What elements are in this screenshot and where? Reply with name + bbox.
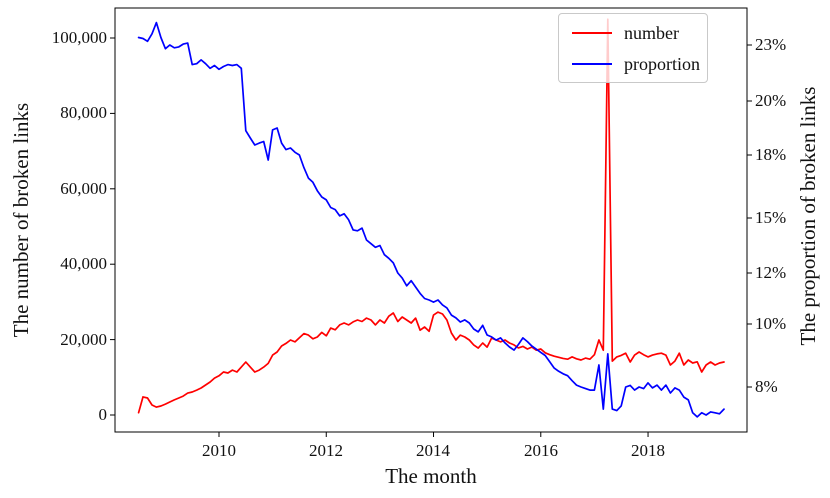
legend: number proportion (558, 13, 708, 83)
y-left-tick-label: 100,000 (51, 28, 107, 47)
y-right-tick-label: 12% (755, 263, 787, 282)
proportion-line (137, 21, 725, 418)
plot-border (114, 7, 748, 433)
y-left-tick-label: 20,000 (60, 330, 107, 349)
x-tick-label: 2018 (631, 441, 665, 460)
y-right-tick-label: 20% (755, 91, 787, 110)
y-left-tick-label: 80,000 (60, 103, 107, 122)
y-right-tick-label: 23% (755, 35, 787, 54)
x-tick-label: 2014 (416, 441, 450, 460)
y-right-tick-label: 18% (755, 145, 787, 164)
legend-label: number (624, 23, 679, 43)
y-right-tick-label: 15% (755, 208, 787, 227)
number-line (137, 18, 725, 414)
y-right-tick-label: 8% (755, 377, 778, 396)
legend-entry-number: number (559, 22, 707, 44)
y-right-axis-title: The proportion of broken links (796, 86, 820, 346)
y-left-axis-title: The number of broken links (9, 102, 33, 338)
legend-line-sample-blue (572, 63, 612, 65)
y-left-tick-label: 0 (98, 405, 108, 424)
x-tick-label: 2012 (309, 441, 343, 460)
legend-line-sample-red (572, 32, 612, 34)
x-axis-title: The month (385, 464, 477, 488)
legend-label: proportion (624, 54, 700, 74)
y-left-tick-label: 40,000 (60, 254, 107, 273)
y-right-tick-label: 10% (755, 314, 787, 333)
x-tick-label: 2010 (202, 441, 236, 460)
y-left-tick-label: 60,000 (60, 179, 107, 198)
x-tick-label: 2016 (524, 441, 558, 460)
legend-entry-proportion: proportion (559, 53, 707, 75)
